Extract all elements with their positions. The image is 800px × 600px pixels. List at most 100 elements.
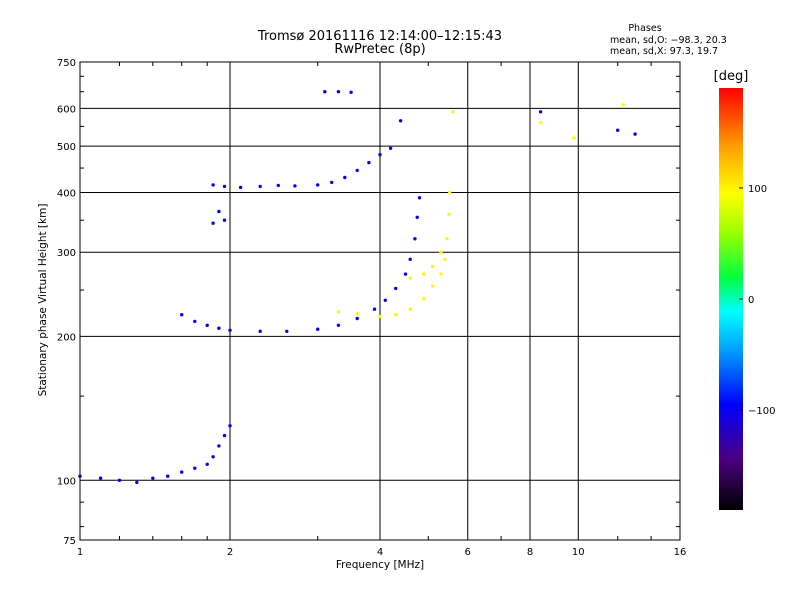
- data-point-o: [383, 298, 387, 302]
- data-point-o: [238, 185, 243, 190]
- data-point-o: [151, 476, 155, 480]
- data-point-x: [451, 110, 455, 114]
- data-point-o: [633, 132, 637, 136]
- data-point-x: [408, 307, 412, 311]
- data-point-o: [408, 257, 412, 261]
- colorbar: [deg] 100 0 −100: [714, 69, 775, 510]
- data-point-o: [78, 474, 82, 478]
- data-point-o: [388, 146, 393, 150]
- data-point-x: [408, 276, 412, 280]
- data-point-o: [336, 90, 341, 94]
- data-point-o: [180, 470, 184, 474]
- colorbar-tick-label: 100: [748, 184, 767, 195]
- data-point-o: [258, 329, 262, 333]
- data-point-o: [228, 424, 232, 428]
- data-point-o: [323, 90, 327, 94]
- data-point-x: [439, 250, 443, 254]
- colorbar-tick-label: 0: [748, 295, 754, 306]
- y-tick-label: 200: [57, 332, 76, 343]
- data-point-o: [355, 316, 359, 321]
- phase-stats-x: mean, sd,X: 97.3, 19.7: [610, 46, 718, 57]
- data-point-o: [217, 209, 221, 214]
- y-tick-label: 500: [57, 142, 76, 153]
- data-point-x: [422, 296, 426, 301]
- y-tick-label: 300: [57, 248, 76, 259]
- data-point-o: [293, 184, 297, 188]
- chart-title: Tromsø 20161116 12:14:00–12:15:43: [257, 29, 502, 44]
- data-point-o: [193, 466, 197, 470]
- data-point-o: [316, 327, 320, 331]
- colorbar-label: [deg]: [714, 69, 749, 84]
- data-point-x: [394, 313, 398, 317]
- y-tick-label: 400: [57, 188, 76, 199]
- data-point-o: [117, 478, 122, 482]
- data-point-x: [572, 136, 576, 140]
- data-point-x: [448, 190, 452, 195]
- data-point-o: [330, 180, 334, 185]
- data-point-o: [222, 433, 227, 438]
- data-point-o: [276, 183, 280, 188]
- data-point-o: [413, 237, 417, 241]
- data-point-o: [211, 183, 215, 187]
- data-point-o: [222, 184, 227, 189]
- data-point-x: [336, 310, 341, 314]
- colorbar-tick-label: −100: [748, 406, 775, 417]
- data-point-o: [403, 272, 408, 276]
- x-tick-label: 8: [527, 547, 533, 558]
- data-point-o: [193, 319, 197, 324]
- data-point-o: [378, 152, 382, 157]
- data-point-o: [285, 329, 289, 333]
- data-point-x: [430, 264, 435, 269]
- data-point-o: [349, 90, 353, 95]
- data-point-o: [258, 184, 262, 189]
- y-axis-label: Stationary phase Virtual Height [km]: [37, 204, 49, 397]
- data-point-o: [394, 286, 398, 291]
- data-point-o: [367, 160, 371, 165]
- data-point-x: [378, 314, 382, 319]
- data-point-o: [205, 462, 209, 466]
- data-point-x: [439, 272, 443, 276]
- data-point-o: [217, 444, 221, 448]
- data-point-o: [217, 326, 221, 330]
- data-point-o: [355, 168, 359, 173]
- data-point-x: [443, 257, 447, 261]
- data-point-o: [538, 110, 543, 114]
- data-point-o: [398, 119, 403, 123]
- data-point-o: [211, 221, 215, 225]
- data-point-o: [228, 328, 232, 332]
- chart-subtitle: RwPretec (8p): [334, 42, 425, 57]
- x-tick-label: 16: [674, 547, 687, 558]
- y-tick-label: 100: [57, 476, 76, 487]
- y-tick-label: 750: [57, 58, 76, 69]
- data-point-o: [343, 175, 347, 180]
- data-point-o: [616, 128, 620, 132]
- y-tick-label: 600: [57, 104, 76, 115]
- x-axis-label: Frequency [MHz]: [336, 559, 424, 571]
- data-point-o: [211, 455, 215, 459]
- data-point-x: [422, 272, 426, 276]
- x-tick-label: 2: [227, 547, 233, 558]
- x-tick-label: 6: [465, 547, 471, 558]
- data-point-x: [445, 237, 449, 241]
- data-point-o: [98, 476, 103, 480]
- x-tick-label: 4: [377, 547, 383, 558]
- phase-stats-heading: Phases: [628, 23, 661, 34]
- data-point-o: [316, 183, 320, 187]
- data-point-o: [372, 307, 377, 311]
- data-point-x: [355, 312, 359, 316]
- data-point-x: [621, 103, 625, 107]
- phase-stats-o: mean, sd,O: −98.3, 20.3: [610, 35, 727, 46]
- x-tick-label: 1: [77, 547, 83, 558]
- y-tick-label: 75: [63, 536, 76, 547]
- data-point-o: [205, 323, 209, 327]
- data-point-x: [447, 212, 451, 217]
- data-point-o: [180, 313, 184, 317]
- data-point-o: [417, 196, 422, 200]
- data-point-o: [222, 218, 227, 222]
- data-point-o: [166, 474, 170, 478]
- data-point-x: [430, 284, 435, 288]
- data-point-o: [415, 215, 419, 219]
- x-tick-label: 10: [572, 547, 585, 558]
- data-point-o: [336, 323, 341, 327]
